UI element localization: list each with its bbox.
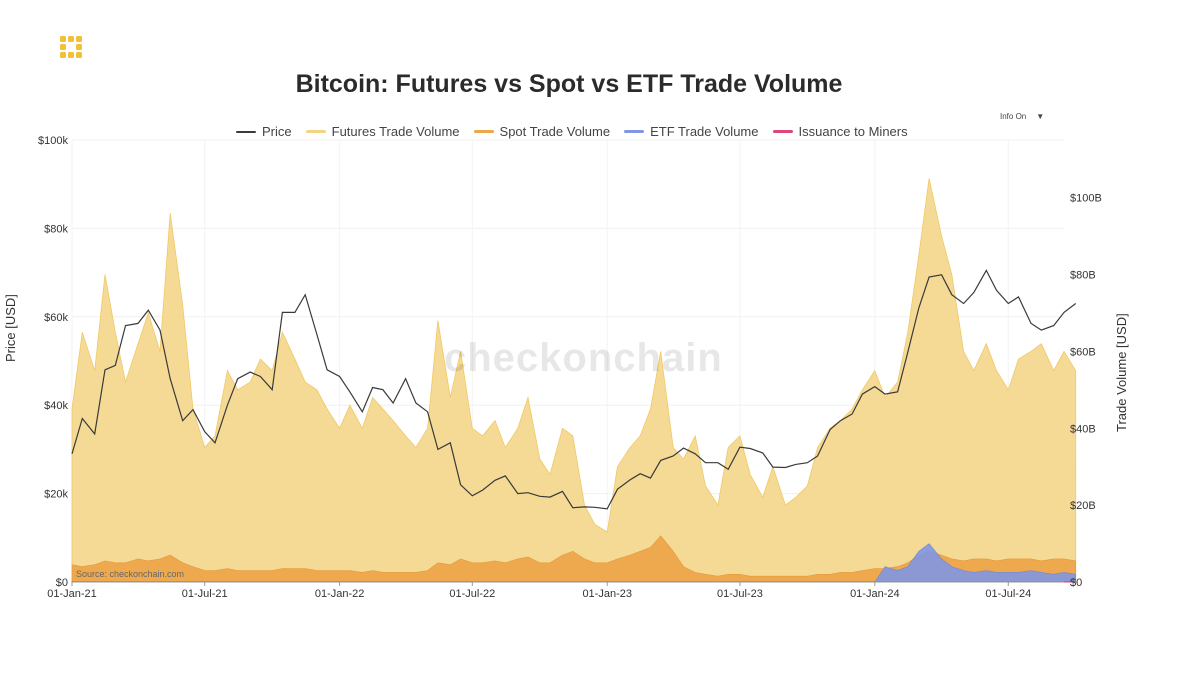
x-tick-label: 01-Jan-21 — [47, 588, 97, 600]
legend-label-etf: ETF Trade Volume — [650, 124, 759, 139]
watermark: checkonchain — [444, 336, 723, 380]
source-credit: Source: checkonchain.com — [76, 569, 185, 579]
y-tick-label: $20k — [44, 489, 68, 501]
y2-tick-label: $40B — [1070, 423, 1096, 435]
x-tick-label: 01-Jul-21 — [182, 588, 228, 600]
legend-label-futures: Futures Trade Volume — [331, 124, 460, 139]
y2-tick-label: $80B — [1070, 270, 1096, 282]
chart-title: Bitcoin: Futures vs Spot vs ETF Trade Vo… — [295, 70, 843, 98]
checkonchain-logo-icon — [58, 34, 86, 62]
info-toggle-dropdown[interactable]: Info On ▼ — [992, 105, 1052, 127]
y-tick-label: $80k — [44, 223, 68, 235]
x-tick-label: 01-Jan-24 — [850, 588, 900, 600]
y-tick-label: $0 — [56, 577, 68, 589]
y-tick-label: $40k — [44, 400, 68, 412]
legend-swatch-price — [236, 130, 256, 133]
y2-tick-label: $100B — [1070, 193, 1102, 205]
series-price-line — [71, 269, 1077, 510]
chevron-down-icon: ▼ — [1036, 111, 1045, 121]
legend-swatch-etf — [624, 130, 645, 133]
y2-tick-label: $20B — [1070, 500, 1096, 512]
series-futures-area — [71, 178, 1077, 583]
x-tick-label: 01-Jul-22 — [449, 588, 495, 600]
x-tick-label: 01-Jul-24 — [985, 588, 1031, 600]
legend-item-etf[interactable]: ETF Trade Volume — [624, 124, 759, 139]
legend-item-issuance[interactable]: Issuance to Miners — [772, 124, 908, 139]
legend-label-issuance: Issuance to Miners — [798, 124, 908, 139]
y-tick-label: $60k — [44, 312, 68, 324]
x-tick-label: 01-Jul-23 — [717, 588, 763, 600]
legend-swatch-spot — [473, 130, 494, 133]
info-toggle-label: Info On — [1000, 111, 1027, 121]
y2-tick-label: $0 — [1070, 577, 1082, 589]
legend-swatch-issuance — [772, 130, 793, 133]
y2-tick-label: $60B — [1070, 346, 1096, 358]
chart-legend: Price Futures Trade Volume Spot Trade Vo… — [236, 124, 908, 139]
x-tick-label: 01-Jan-22 — [315, 588, 365, 600]
legend-item-price[interactable]: Price — [236, 124, 292, 139]
legend-item-futures[interactable]: Futures Trade Volume — [305, 124, 460, 139]
x-tick-label: 01-Jan-23 — [582, 588, 632, 600]
y-tick-label: $100k — [38, 135, 68, 147]
legend-item-spot[interactable]: Spot Trade Volume — [473, 124, 611, 139]
legend-swatch-futures — [305, 130, 326, 133]
legend-label-price: Price — [262, 124, 292, 139]
legend-label-spot: Spot Trade Volume — [499, 124, 611, 139]
